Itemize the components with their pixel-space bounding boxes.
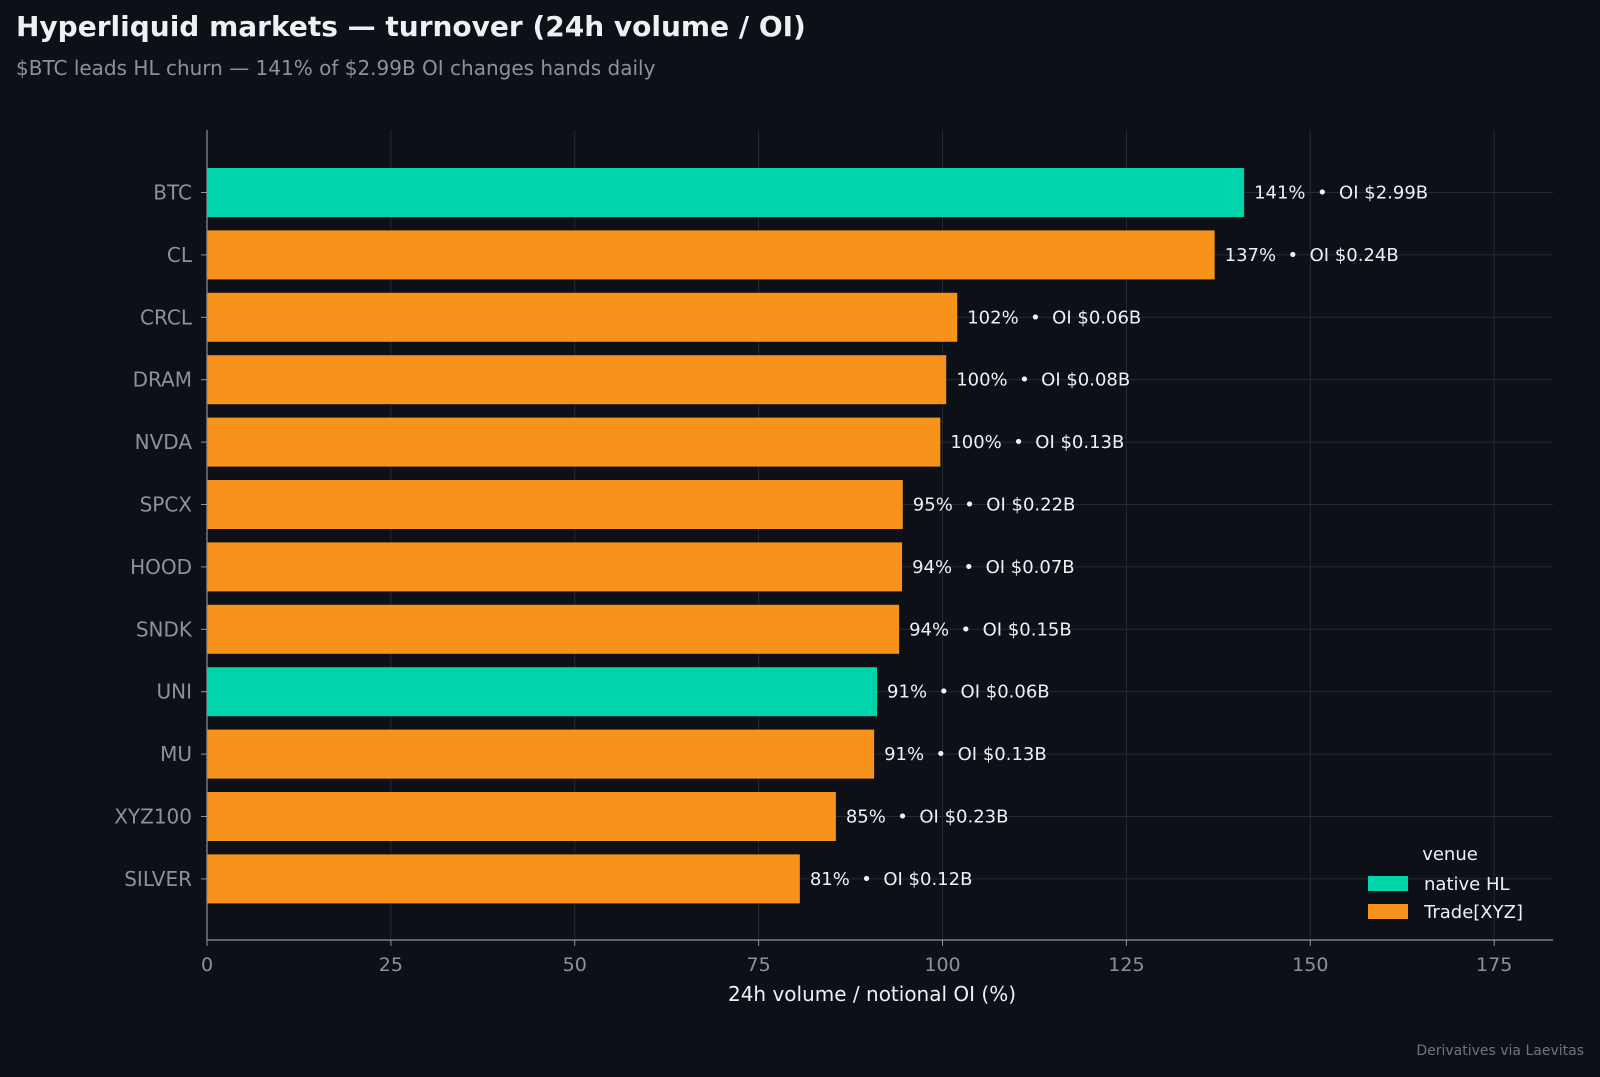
bar-cl xyxy=(207,230,1215,280)
category-label: UNI xyxy=(157,680,193,704)
legend-label: Trade[XYZ] xyxy=(1423,902,1523,923)
data-label: 100% • OI $0.08B xyxy=(956,370,1130,391)
chart-title: Hyperliquid markets — turnover (24h volu… xyxy=(16,10,806,43)
bar-xyz100 xyxy=(207,792,836,841)
x-tick-label: 150 xyxy=(1292,954,1328,976)
category-label: SILVER xyxy=(124,867,192,891)
category-label: HOOD xyxy=(130,555,192,579)
data-label: 141% • OI $2.99B xyxy=(1254,183,1428,204)
legend-swatch xyxy=(1368,876,1408,891)
category-label: XYZ100 xyxy=(114,805,192,829)
category-label: MU xyxy=(160,742,192,766)
category-label: SNDK xyxy=(136,617,193,641)
bar-uni xyxy=(207,667,878,717)
bar-nvda xyxy=(207,417,941,467)
data-label: 100% • OI $0.13B xyxy=(950,432,1124,453)
legend-title: venue xyxy=(1422,844,1478,865)
x-tick-label: 125 xyxy=(1108,954,1144,976)
legend-label: native HL xyxy=(1424,874,1510,895)
category-label: BTC xyxy=(153,181,192,205)
bar-spcx xyxy=(207,480,903,529)
category-label: DRAM xyxy=(133,368,192,392)
x-tick-label: 175 xyxy=(1476,954,1512,976)
data-label: 95% • OI $0.22B xyxy=(913,495,1076,516)
category-label: NVDA xyxy=(135,430,193,454)
category-label: CL xyxy=(167,243,193,267)
bar-mu xyxy=(207,729,875,779)
bar-silver xyxy=(207,854,800,904)
x-axis-label: 24h volume / notional OI (%) xyxy=(728,982,1016,1006)
data-label: 102% • OI $0.06B xyxy=(967,307,1141,328)
data-label: 81% • OI $0.12B xyxy=(810,869,973,890)
bar-crcl xyxy=(207,292,958,342)
data-label: 91% • OI $0.06B xyxy=(887,682,1050,703)
x-tick-label: 25 xyxy=(379,954,403,976)
chart-subtitle: $BTC leads HL churn — 141% of $2.99B OI … xyxy=(16,56,656,80)
category-label: SPCX xyxy=(140,493,193,517)
data-label: 94% • OI $0.15B xyxy=(909,619,1072,640)
x-tick-label: 75 xyxy=(747,954,771,976)
bar-hood xyxy=(207,542,903,592)
bar-dram xyxy=(207,355,947,405)
category-label: CRCL xyxy=(140,305,193,329)
x-tick-label: 0 xyxy=(201,954,213,976)
data-label: 91% • OI $0.13B xyxy=(884,744,1047,765)
data-label: 85% • OI $0.23B xyxy=(846,807,1009,828)
data-label: 94% • OI $0.07B xyxy=(912,557,1075,578)
data-label: 137% • OI $0.24B xyxy=(1225,245,1399,266)
x-tick-label: 50 xyxy=(563,954,587,976)
bar-sndk xyxy=(207,604,900,654)
bar-btc xyxy=(207,168,1245,217)
source-credit: Derivatives via Laevitas xyxy=(1416,1043,1584,1059)
x-tick-label: 100 xyxy=(924,954,960,976)
legend-swatch xyxy=(1368,904,1408,919)
